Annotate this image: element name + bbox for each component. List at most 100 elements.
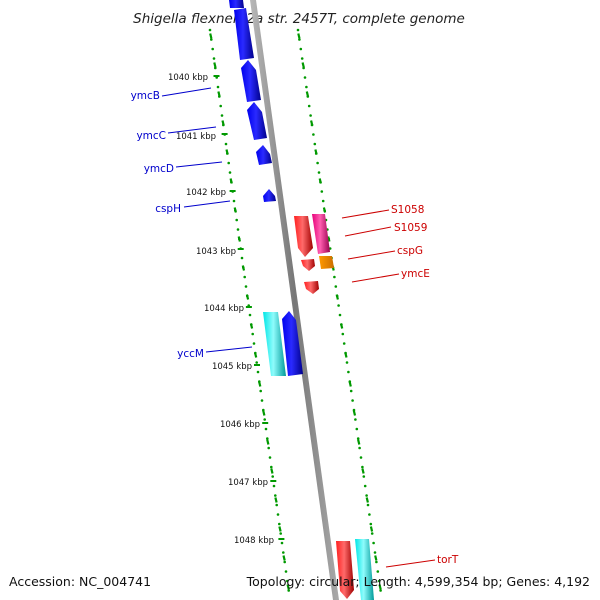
ruler-dot <box>333 275 336 279</box>
leader-lines <box>161 87 436 568</box>
leader-line <box>175 161 223 168</box>
gene-arrow[interactable] <box>294 216 313 257</box>
ruler-dot <box>224 142 228 146</box>
gene-arrow[interactable] <box>312 214 330 254</box>
ruler-dot <box>349 389 353 393</box>
ruler-dot <box>316 161 319 165</box>
ruler-tick <box>327 236 331 242</box>
gene-arrow[interactable] <box>304 281 319 294</box>
gene-labels-right: S1058 S1059 cspG ymcE torT <box>391 204 459 566</box>
ruler-dot <box>356 437 360 440</box>
backbone <box>250 0 339 600</box>
ruler-tick <box>278 526 282 532</box>
ruler-dot <box>256 370 260 374</box>
ruler-tick <box>378 584 382 590</box>
gene-label-cspH[interactable]: cspH <box>155 203 181 215</box>
ruler-tick <box>270 468 274 474</box>
ruler-dot <box>312 133 315 136</box>
ruler-dot <box>358 446 361 450</box>
gene-label-yccM[interactable]: yccM <box>177 348 204 360</box>
gene-arrow[interactable] <box>256 145 272 165</box>
leader-line <box>183 200 231 208</box>
gene-arrow[interactable] <box>336 541 354 599</box>
ruler-tick <box>357 439 361 445</box>
gene-arrow[interactable] <box>263 312 286 376</box>
gene-label-ymcC[interactable]: ymcC <box>136 130 166 142</box>
topology-text: Topology: circular; Length: 4,599,354 bp… <box>246 574 590 589</box>
ruler-dot <box>370 532 374 535</box>
ruler-dot <box>264 427 268 431</box>
ruler-dot <box>372 541 375 545</box>
gene-arrow[interactable] <box>229 0 244 8</box>
ruler-dot <box>379 589 382 592</box>
ruler-dot <box>309 114 312 117</box>
ruler-dot <box>305 85 308 89</box>
ruler-dot <box>248 313 252 317</box>
gene-label-S1058[interactable]: S1058 <box>391 204 424 216</box>
leader-line <box>347 250 396 260</box>
ruler-dot <box>220 114 224 117</box>
ruler-dot <box>369 522 373 526</box>
ruler-dot <box>345 361 349 364</box>
ruler-tick <box>233 207 237 213</box>
gene-arrow[interactable] <box>301 259 315 271</box>
kbp-label: 1046 kbp <box>220 420 260 430</box>
gene-arrow[interactable] <box>263 189 276 202</box>
kbp-label: 1042 kbp <box>186 188 226 198</box>
leader-line <box>385 559 436 568</box>
ruler-tick <box>229 178 233 184</box>
ruler-dot <box>278 522 281 526</box>
gene-label-ymcB[interactable]: ymcB <box>131 90 160 102</box>
ruler-dot <box>263 418 267 421</box>
gene-label-S1059[interactable]: S1059 <box>394 222 427 234</box>
ruler-tick <box>361 468 365 474</box>
ruler-tick <box>221 120 225 126</box>
leader-line <box>344 226 392 237</box>
ruler-dot <box>341 332 345 336</box>
ruler-dot <box>266 437 269 440</box>
gene-arrow[interactable] <box>247 102 267 140</box>
ruler-dot <box>342 342 346 345</box>
ruler-dot <box>287 589 291 592</box>
ruler-tick <box>262 410 266 416</box>
leader-line <box>341 209 390 219</box>
ruler-dot <box>244 285 248 288</box>
ruler-dot <box>334 285 338 288</box>
ruler-dot <box>300 57 304 60</box>
ruler-dot <box>208 28 212 32</box>
ruler-dot <box>363 484 367 488</box>
gene-label-ymcE[interactable]: ymcE <box>401 268 430 280</box>
ruler-tick <box>301 62 305 68</box>
gene-arrow[interactable] <box>241 60 261 102</box>
gene-arrow[interactable] <box>319 256 334 269</box>
ruler-dot <box>252 342 256 345</box>
accession-text: Accession: NC_004741 <box>9 574 151 589</box>
gene-label-torT[interactable]: torT <box>437 554 459 566</box>
ruler-tick <box>339 323 344 329</box>
ruler-dot <box>232 199 236 203</box>
ruler-tick <box>266 439 270 445</box>
ruler-dot <box>240 256 244 260</box>
ruler-dot <box>366 503 370 507</box>
ruler-tick <box>335 294 339 300</box>
ruler-tick <box>286 584 290 590</box>
gene-label-ymcD[interactable]: ymcD <box>144 163 174 175</box>
ruler-tick <box>348 381 352 387</box>
ruler-dot <box>351 399 354 402</box>
ruler-dot <box>212 57 216 60</box>
gene-arrow[interactable] <box>234 8 254 60</box>
gene-arrow[interactable] <box>282 311 303 376</box>
kbp-label: 1048 kbp <box>234 536 274 546</box>
ruler-dot <box>282 551 285 554</box>
gene-label-cspG[interactable]: cspG <box>397 245 423 257</box>
ruler-tick <box>305 91 310 97</box>
ruler-tick <box>365 497 369 503</box>
gene-arrow[interactable] <box>355 539 374 600</box>
ruler-dot <box>376 570 380 573</box>
ruler-dot <box>210 38 213 41</box>
ruler-dot <box>235 218 238 222</box>
ruler-dot <box>375 560 378 564</box>
ruler-tick <box>318 178 322 184</box>
ruler-dot <box>216 85 220 89</box>
ruler-tick <box>310 120 314 126</box>
